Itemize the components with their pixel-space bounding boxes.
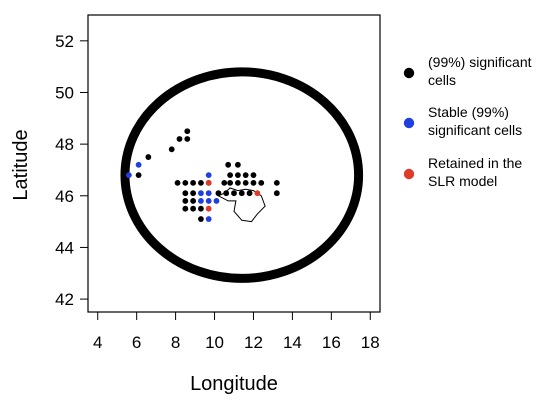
data-point — [234, 161, 241, 168]
data-point — [205, 179, 212, 186]
data-point — [145, 154, 152, 160]
data-point — [246, 190, 253, 197]
legend-label: Retained in the — [428, 155, 522, 171]
data-point — [250, 179, 257, 186]
y-tick-label: 42 — [55, 290, 74, 309]
legend-marker — [403, 117, 415, 129]
buffer-circle — [120, 67, 364, 283]
data-point — [234, 172, 241, 179]
x-tick-label: 12 — [244, 333, 263, 352]
y-tick-label: 46 — [55, 187, 74, 206]
data-point — [258, 179, 265, 186]
data-point — [190, 205, 197, 212]
data-point — [135, 161, 142, 168]
data-point — [225, 161, 232, 168]
y-tick-label: 44 — [55, 238, 74, 257]
data-point — [176, 136, 183, 142]
data-point — [168, 146, 175, 153]
x-tick-label: 18 — [361, 333, 380, 352]
data-point — [221, 179, 228, 186]
data-point — [223, 190, 230, 197]
data-point — [238, 190, 245, 197]
plot-frame — [87, 14, 381, 313]
data-point — [198, 216, 204, 222]
data-point — [174, 179, 181, 186]
x-tick-label: 4 — [93, 333, 102, 352]
series-2 — [205, 179, 261, 212]
x-axis: 4 6 8 10 12 14 16 18 — [93, 312, 380, 352]
legend-item: Retained in the SLR model — [403, 155, 522, 189]
legend-item: Stable (99%) significant cells — [403, 104, 522, 138]
legend-label: (99%) significant — [428, 54, 532, 70]
legend-label: SLR model — [428, 173, 497, 189]
data-point — [198, 198, 204, 204]
data-point — [198, 190, 204, 197]
data-point — [205, 205, 212, 212]
data-point — [213, 198, 220, 204]
x-tick-label: 16 — [322, 333, 341, 352]
plot-area — [87, 14, 381, 313]
x-tick-label: 10 — [205, 333, 224, 352]
legend-marker — [403, 168, 415, 180]
legend: (99%) significant cells Stable (99%) signif… — [403, 54, 532, 189]
data-point — [198, 205, 204, 212]
data-point — [205, 216, 212, 222]
series-0 — [135, 128, 280, 222]
data-point — [184, 136, 191, 142]
data-point — [227, 172, 234, 179]
data-point — [182, 190, 189, 197]
y-axis-title: Latitude — [10, 129, 32, 200]
data-point — [135, 172, 142, 179]
data-point — [198, 179, 204, 186]
data-point — [182, 198, 189, 204]
legend-label: Stable (99%) — [428, 104, 509, 120]
x-tick-label: 8 — [171, 333, 180, 352]
data-point — [234, 179, 241, 186]
data-point — [182, 205, 189, 212]
x-tick-label: 6 — [132, 333, 141, 352]
data-point — [242, 179, 249, 186]
y-tick-label: 48 — [55, 135, 74, 154]
data-point — [205, 190, 212, 197]
data-point — [190, 198, 197, 204]
data-point — [205, 172, 212, 179]
data-point — [273, 179, 280, 186]
data-point — [190, 190, 197, 197]
legend-label: significant cells — [428, 122, 522, 138]
data-point — [205, 198, 212, 204]
legend-marker — [403, 67, 415, 79]
data-point — [182, 179, 189, 186]
data-point — [125, 172, 132, 179]
data-point — [190, 179, 197, 186]
x-axis-title: Longitude — [190, 373, 278, 395]
region-outline — [217, 187, 266, 223]
x-tick-label: 14 — [283, 333, 302, 352]
y-tick-label: 52 — [55, 32, 74, 51]
data-point — [273, 190, 280, 197]
data-point — [184, 128, 191, 135]
data-point — [231, 190, 237, 197]
data-point — [242, 172, 249, 179]
y-axis: 42 44 46 48 50 52 — [55, 32, 88, 309]
data-point — [250, 172, 257, 179]
data-point — [254, 190, 261, 197]
series-1 — [125, 161, 220, 222]
data-point — [215, 190, 222, 197]
y-tick-label: 50 — [55, 83, 74, 102]
data-point — [227, 179, 234, 186]
legend-item: (99%) significant cells — [403, 54, 532, 88]
legend-label: cells — [428, 72, 456, 88]
